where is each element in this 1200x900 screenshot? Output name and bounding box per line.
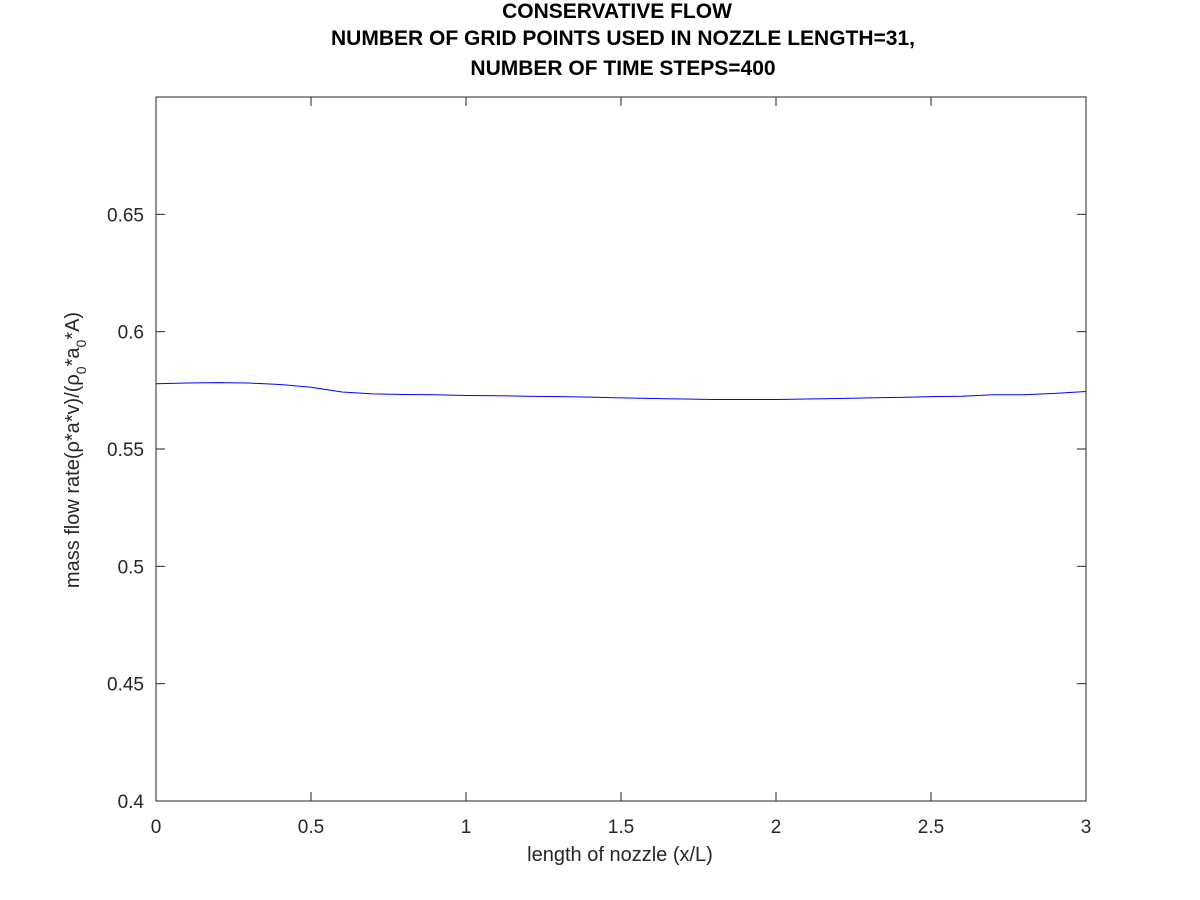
y-tick-label: 0.55 — [107, 440, 144, 461]
x-tick-label: 2.5 — [918, 817, 944, 838]
chart-title-line-1: CONSERVATIVE FLOW — [502, 0, 732, 23]
y-axis-label-sub2: 0 — [73, 339, 89, 347]
y-tick-label: 0.6 — [118, 323, 144, 344]
x-tick-label: 2 — [771, 817, 782, 838]
chart-title-line-3: NUMBER OF TIME STEPS=400 — [470, 57, 775, 80]
y-axis-ticks: 0.4 0.45 0.5 0.55 0.6 0.65 — [107, 205, 1086, 813]
x-tick-label: 0.5 — [298, 817, 324, 838]
y-axis-label-sub1: 0 — [73, 366, 89, 374]
y-tick-label: 0.5 — [118, 557, 144, 578]
x-tick-label: 1.5 — [608, 817, 634, 838]
chart-title-line-2: NUMBER OF GRID POINTS USED IN NOZZLE LEN… — [331, 27, 915, 50]
y-tick-label: 0.65 — [107, 205, 144, 226]
y-axis-label: mass flow rate(ρ*a*v)/(ρ0*a0*A) — [62, 312, 89, 588]
y-tick-label: 0.4 — [118, 792, 145, 813]
y-tick-label: 0.45 — [107, 675, 144, 696]
y-axis-label-mid: *a — [62, 347, 84, 367]
y-axis-label-prefix: mass flow rate(ρ*a*v)/(ρ — [62, 374, 84, 588]
x-axis-ticks: 0 0.5 1 1.5 2 2.5 3 — [151, 97, 1092, 838]
x-tick-label: 3 — [1081, 817, 1092, 838]
data-layer — [155, 382, 1087, 400]
y-axis-label-suffix: *A) — [62, 312, 84, 340]
plot-area — [156, 97, 1086, 801]
x-tick-label: 0 — [151, 817, 162, 838]
x-axis-label: length of nozzle (x/L) — [527, 844, 713, 866]
series-line-0 — [155, 382, 1087, 400]
x-tick-label: 1 — [461, 817, 472, 838]
